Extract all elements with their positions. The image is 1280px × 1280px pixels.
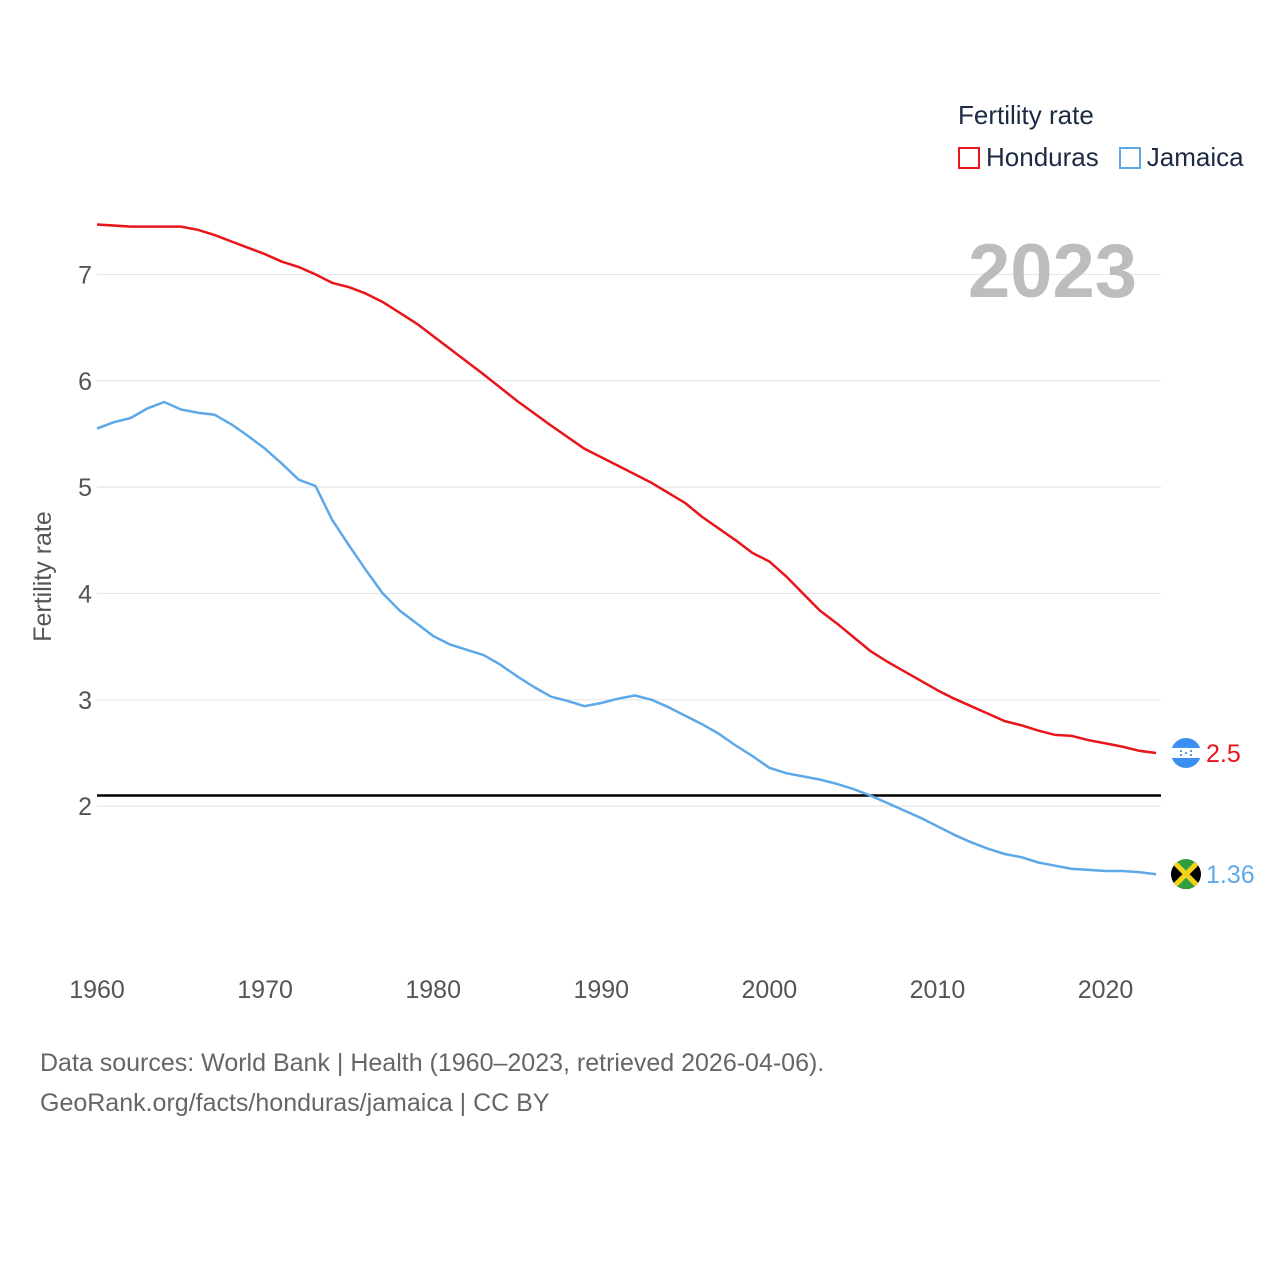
year-label: 2023 <box>968 229 1138 314</box>
honduras-flag-icon <box>1171 737 1201 768</box>
x-tick-label: 1970 <box>237 976 293 1004</box>
x-tick-label: 2010 <box>910 976 966 1004</box>
series-line-honduras <box>96 223 1157 755</box>
attribution-line: GeoRank.org/facts/honduras/jamaica | CC … <box>40 1089 550 1117</box>
end-value-label-jamaica: 1.36 <box>1206 861 1255 889</box>
y-axis-title: Fertility rate <box>29 511 57 642</box>
x-tick-label: 1980 <box>405 976 461 1004</box>
data-sources: Data sources: World Bank | Health (1960–… <box>40 1043 824 1123</box>
y-tick-label: 5 <box>78 474 92 502</box>
y-tick-label: 7 <box>78 261 92 289</box>
end-value-label-honduras: 2.5 <box>1206 740 1241 768</box>
legend-title: Fertility rate <box>958 100 1094 130</box>
legend-swatch-honduras <box>958 146 980 169</box>
legend: Honduras Jamaica <box>958 142 1244 173</box>
x-tick-label: 1960 <box>69 976 125 1004</box>
jamaica-flag-icon <box>1171 859 1201 890</box>
series-line-jamaica <box>96 400 1157 876</box>
x-tick-label: 1990 <box>573 976 629 1004</box>
legend-label-jamaica: Jamaica <box>1146 142 1244 172</box>
y-tick-label: 2 <box>78 793 92 821</box>
x-tick-label: 2020 <box>1078 976 1134 1004</box>
legend-swatch-jamaica <box>1118 146 1141 169</box>
y-tick-label: 4 <box>78 580 92 608</box>
legend-item-honduras[interactable]: Honduras <box>958 142 1099 173</box>
legend-item-jamaica[interactable]: Jamaica <box>1118 142 1244 173</box>
sources-line: Data sources: World Bank | Health (1960–… <box>40 1049 825 1077</box>
x-tick-label: 2000 <box>742 976 798 1004</box>
y-tick-label: 3 <box>78 687 92 715</box>
y-tick-label: 6 <box>78 368 92 396</box>
legend-label-honduras: Honduras <box>986 142 1099 172</box>
